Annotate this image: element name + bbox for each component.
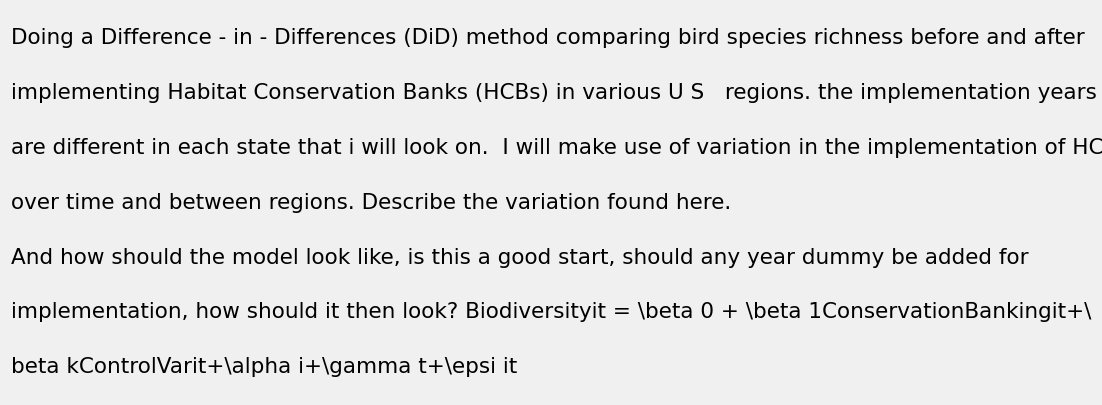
Text: are different in each state that i will look on.  I will make use of variation i: are different in each state that i will … <box>11 138 1102 158</box>
Text: Doing a Difference - in - Differences (DiD) method comparing bird species richne: Doing a Difference - in - Differences (D… <box>11 28 1084 48</box>
Text: And how should the model look like, is this a good start, should any year dummy : And how should the model look like, is t… <box>11 247 1028 267</box>
Text: implementation, how should it then look? Biodiversityit = \beta 0 + \beta 1Conse: implementation, how should it then look?… <box>11 302 1091 322</box>
Text: beta kControlVarit+\alpha i+\gamma t+\epsi it: beta kControlVarit+\alpha i+\gamma t+\ep… <box>11 356 517 376</box>
Text: implementing Habitat Conservation Banks (HCBs) in various U S   regions. the imp: implementing Habitat Conservation Banks … <box>11 83 1096 103</box>
Text: over time and between regions. Describe the variation found here.: over time and between regions. Describe … <box>11 192 731 212</box>
